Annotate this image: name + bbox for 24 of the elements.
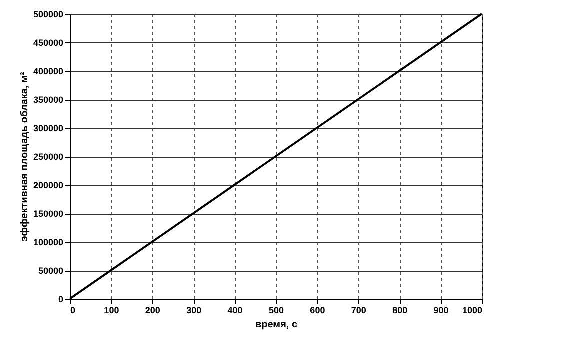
y-tick-label: 100000 — [33, 238, 64, 248]
x-tick-label: 900 — [434, 306, 449, 316]
y-tick-label: 50000 — [38, 266, 64, 276]
x-tick-label: 700 — [351, 306, 366, 316]
x-tick-label: 500 — [268, 306, 284, 316]
y-tick-label: 500000 — [33, 10, 64, 20]
x-tick-label: 300 — [186, 306, 202, 316]
x-tick-label: 800 — [392, 306, 408, 316]
y-axis-title: эффективная площадь облака, м² — [19, 72, 30, 242]
x-tick-label: 100 — [104, 306, 120, 316]
y-tick-label: 300000 — [33, 124, 64, 134]
y-tick-label: 150000 — [33, 209, 64, 219]
x-tick-label: 200 — [145, 306, 160, 316]
x-axis-title: время, с — [255, 320, 298, 330]
y-tick-label: 450000 — [33, 38, 64, 48]
y-tick-label: 200000 — [33, 180, 64, 190]
y-tick-label: 400000 — [33, 66, 64, 76]
x-tick-label: 0 — [70, 306, 76, 316]
x-tick-label: 1000 — [462, 306, 482, 316]
x-tick-label: 400 — [228, 306, 243, 316]
x-tick-label: 600 — [310, 306, 326, 316]
y-tick-label: 350000 — [33, 95, 64, 105]
y-tick-label: 250000 — [33, 152, 64, 162]
y-tick-label: 0 — [58, 294, 64, 304]
